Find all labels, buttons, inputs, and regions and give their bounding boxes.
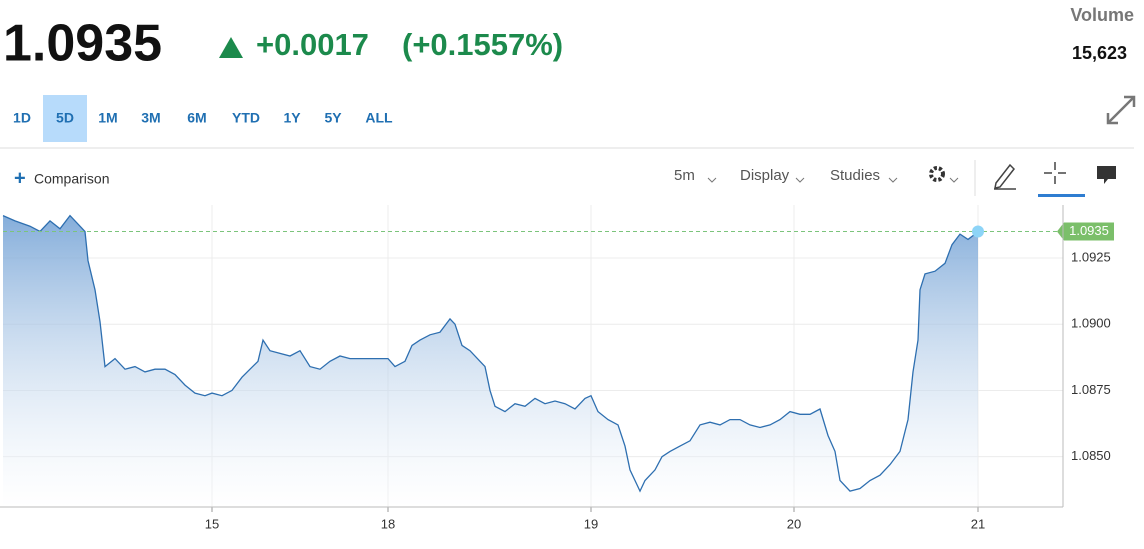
comparison[interactable]: Comparison — [34, 171, 109, 187]
chevron — [795, 177, 805, 183]
expand-icon[interactable] — [1106, 95, 1136, 125]
chevron — [707, 177, 717, 183]
last-point — [972, 225, 984, 238]
volume: 15,623 — [1072, 43, 1127, 63]
plot: 1.0850 1.0875 1.0900 1.0925 15 18 19 20 21 1.0935 — [0, 205, 1114, 531]
chevron — [888, 177, 898, 183]
range-button[interactable]: 5D — [56, 110, 74, 126]
x-tick-label: 21 — [971, 516, 985, 531]
range-button[interactable]: 6M — [187, 110, 206, 126]
chevron — [949, 177, 959, 183]
y-tick-label: 1.0875 — [1071, 382, 1111, 397]
display[interactable]: Display — [740, 167, 790, 184]
y-tick-label: 1.0900 — [1071, 316, 1111, 331]
up-arrow — [219, 37, 243, 58]
volume-label: Volume — [1070, 5, 1134, 25]
range-button[interactable]: 3M — [141, 110, 160, 126]
y-tick-label: 1.0925 — [1071, 249, 1111, 264]
x-tick-label: 20 — [787, 516, 801, 531]
plus-icon[interactable]: + — [14, 167, 26, 189]
price: 1.0935 — [3, 15, 162, 73]
settings-icon[interactable] — [929, 166, 945, 182]
range-button[interactable]: 1D — [13, 110, 31, 126]
range-button[interactable]: 5Y — [324, 110, 342, 126]
price-line — [2, 214, 979, 493]
studies[interactable]: Studies — [830, 167, 880, 184]
range-button[interactable]: ALL — [365, 110, 393, 126]
x-tick-label: 18 — [381, 516, 395, 531]
change: +0.0017 — [256, 27, 369, 62]
change-pct: (+0.1557%) — [402, 27, 563, 62]
crosshair-icon[interactable] — [1044, 162, 1066, 184]
last-price-badge — [1057, 222, 1114, 241]
y-tick-label: 1.0850 — [1071, 448, 1111, 463]
comment-icon[interactable] — [1097, 166, 1116, 184]
range-button[interactable]: 1M — [98, 110, 117, 126]
draw-icon[interactable] — [994, 163, 1016, 190]
last-price-label: 1.0935 — [1069, 223, 1109, 238]
range-bar: 1D 5D 1M 3M 6M YTD 1Y 5Y ALL — [13, 95, 393, 142]
range-button[interactable]: YTD — [232, 110, 260, 126]
interval[interactable]: 5m — [674, 167, 695, 184]
range-selected — [43, 95, 87, 142]
area-fill — [3, 215, 978, 507]
x-tick-label: 15 — [205, 516, 219, 531]
x-tick-label: 19 — [584, 516, 598, 531]
range-button[interactable]: 1Y — [283, 110, 301, 126]
active-underline — [1038, 194, 1085, 197]
